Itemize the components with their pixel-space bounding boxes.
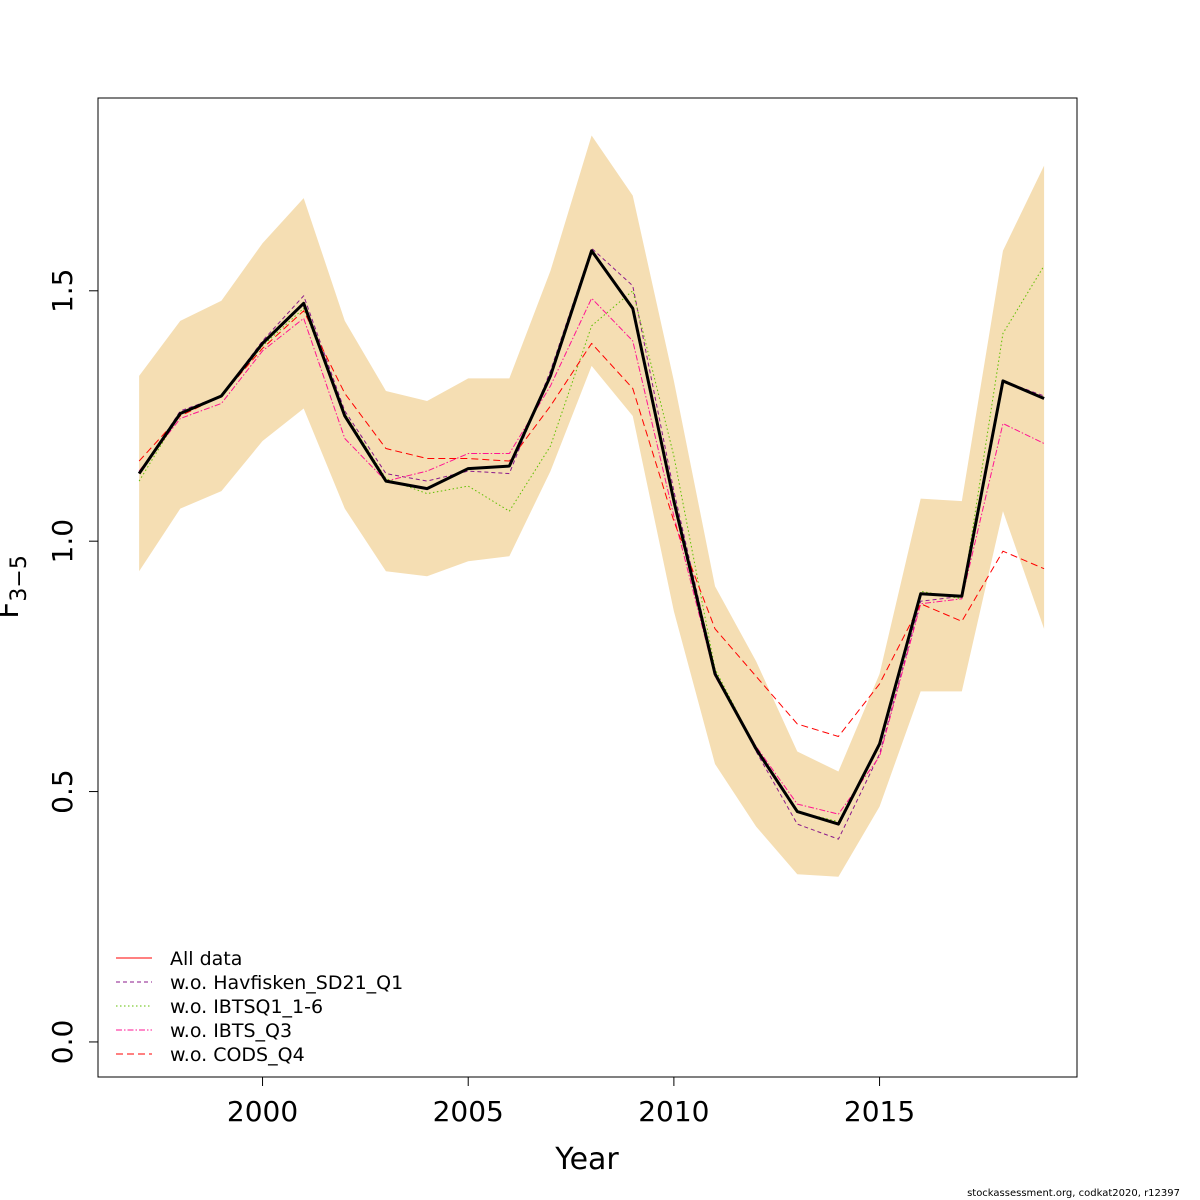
series-line-0 [137, 249, 1045, 826]
y-tick-label: 0.0 [46, 1020, 79, 1065]
series-line-3 [138, 297, 1045, 815]
y-tick-label: 1.5 [46, 269, 79, 314]
legend-label-1: w.o. Havfisken_SD21_Q1 [170, 972, 403, 994]
x-axis-title: Year [554, 1142, 619, 1177]
legend-label-4: w.o. CODS_Q4 [170, 1044, 305, 1066]
x-tick-label: 2000 [227, 1095, 298, 1128]
legend-label-3: w.o. IBTS_Q3 [170, 1020, 292, 1042]
x-tick-label: 2015 [844, 1095, 915, 1128]
y-axis-title-main: F [0, 602, 26, 619]
y-axis: 0.0 0.5 1.0 1.5 [46, 269, 98, 1065]
series-line-1 [138, 247, 1045, 840]
confidence-band [139, 135, 1045, 877]
y-tick-label: 0.5 [46, 769, 79, 814]
plot-frame [97, 97, 1078, 1078]
x-tick-label: 2005 [433, 1095, 504, 1128]
legend-label-0: All data [170, 948, 242, 970]
svg-text:F3−5: F3−5 [0, 555, 32, 619]
y-axis-title: F3−5 [0, 555, 32, 619]
legend-label-2: w.o. IBTSQ1_1-6 [170, 996, 323, 1018]
y-axis-title-subscript: 3−5 [7, 555, 32, 601]
footer-credit: stockassessment.org, codkat2020, r12397 [967, 1188, 1180, 1199]
x-axis: 2000 2005 2010 2015 [227, 1077, 915, 1128]
y-tick-label: 1.0 [46, 519, 79, 564]
x-tick-label: 2010 [638, 1095, 709, 1128]
series-line-4 [138, 310, 1045, 737]
